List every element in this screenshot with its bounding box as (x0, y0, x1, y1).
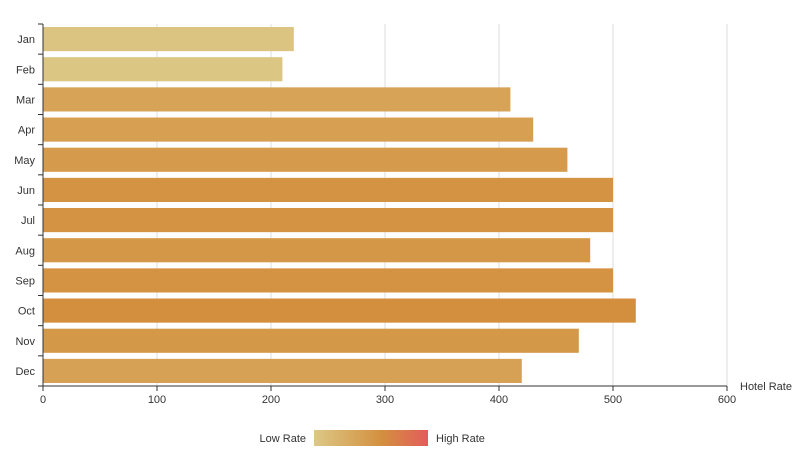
y-tick-label-feb: Feb (16, 64, 35, 76)
x-tick-label-0: 0 (40, 394, 46, 406)
bar-oct[interactable] (43, 298, 636, 323)
bar-sep[interactable] (43, 268, 613, 293)
legend-high-label: High Rate (436, 433, 485, 445)
bar-jun[interactable] (43, 177, 613, 202)
legend-gradient-bar[interactable] (314, 430, 428, 446)
y-tick-label-dec: Dec (15, 366, 35, 378)
y-tick-label-mar: Mar (16, 94, 35, 106)
y-tick-label-apr: Apr (18, 125, 35, 137)
bar-apr[interactable] (43, 117, 534, 142)
legend-low-label: Low Rate (260, 433, 306, 445)
x-tick-label-600: 600 (718, 394, 736, 406)
y-tick-label-aug: Aug (15, 245, 35, 257)
y-tick-label-jul: Jul (21, 215, 35, 227)
x-axis-title: Hotel Rate (740, 381, 792, 393)
bars (43, 27, 636, 383)
bar-jul[interactable] (43, 208, 613, 233)
x-tick-label-500: 500 (604, 394, 622, 406)
tick-labels: 0 100 200 300 400 500 600 Jan Feb Mar Apr May Jun Jul… (14, 34, 736, 406)
y-tick-label-oct: Oct (18, 306, 35, 318)
grid-lines (156, 24, 728, 386)
bar-aug[interactable] (43, 238, 591, 263)
axes (38, 23, 728, 391)
y-tick-label-sep: Sep (15, 275, 35, 287)
bar-may[interactable] (43, 147, 568, 172)
x-tick-label-200: 200 (262, 394, 280, 406)
legend[interactable]: Low Rate High Rate (260, 430, 485, 446)
bar-mar[interactable] (43, 87, 511, 112)
bar-jan[interactable] (43, 27, 294, 52)
x-tick-label-300: 300 (376, 394, 394, 406)
bar-nov[interactable] (43, 328, 579, 353)
y-tick-label-jan: Jan (17, 34, 35, 46)
bar-dec[interactable] (43, 358, 522, 383)
x-tick-label-100: 100 (148, 394, 166, 406)
y-tick-label-may: May (14, 155, 35, 167)
bar-feb[interactable] (43, 57, 283, 82)
y-tick-label-jun: Jun (17, 185, 35, 197)
x-tick-label-400: 400 (490, 394, 508, 406)
y-tick-label-nov: Nov (15, 336, 35, 348)
